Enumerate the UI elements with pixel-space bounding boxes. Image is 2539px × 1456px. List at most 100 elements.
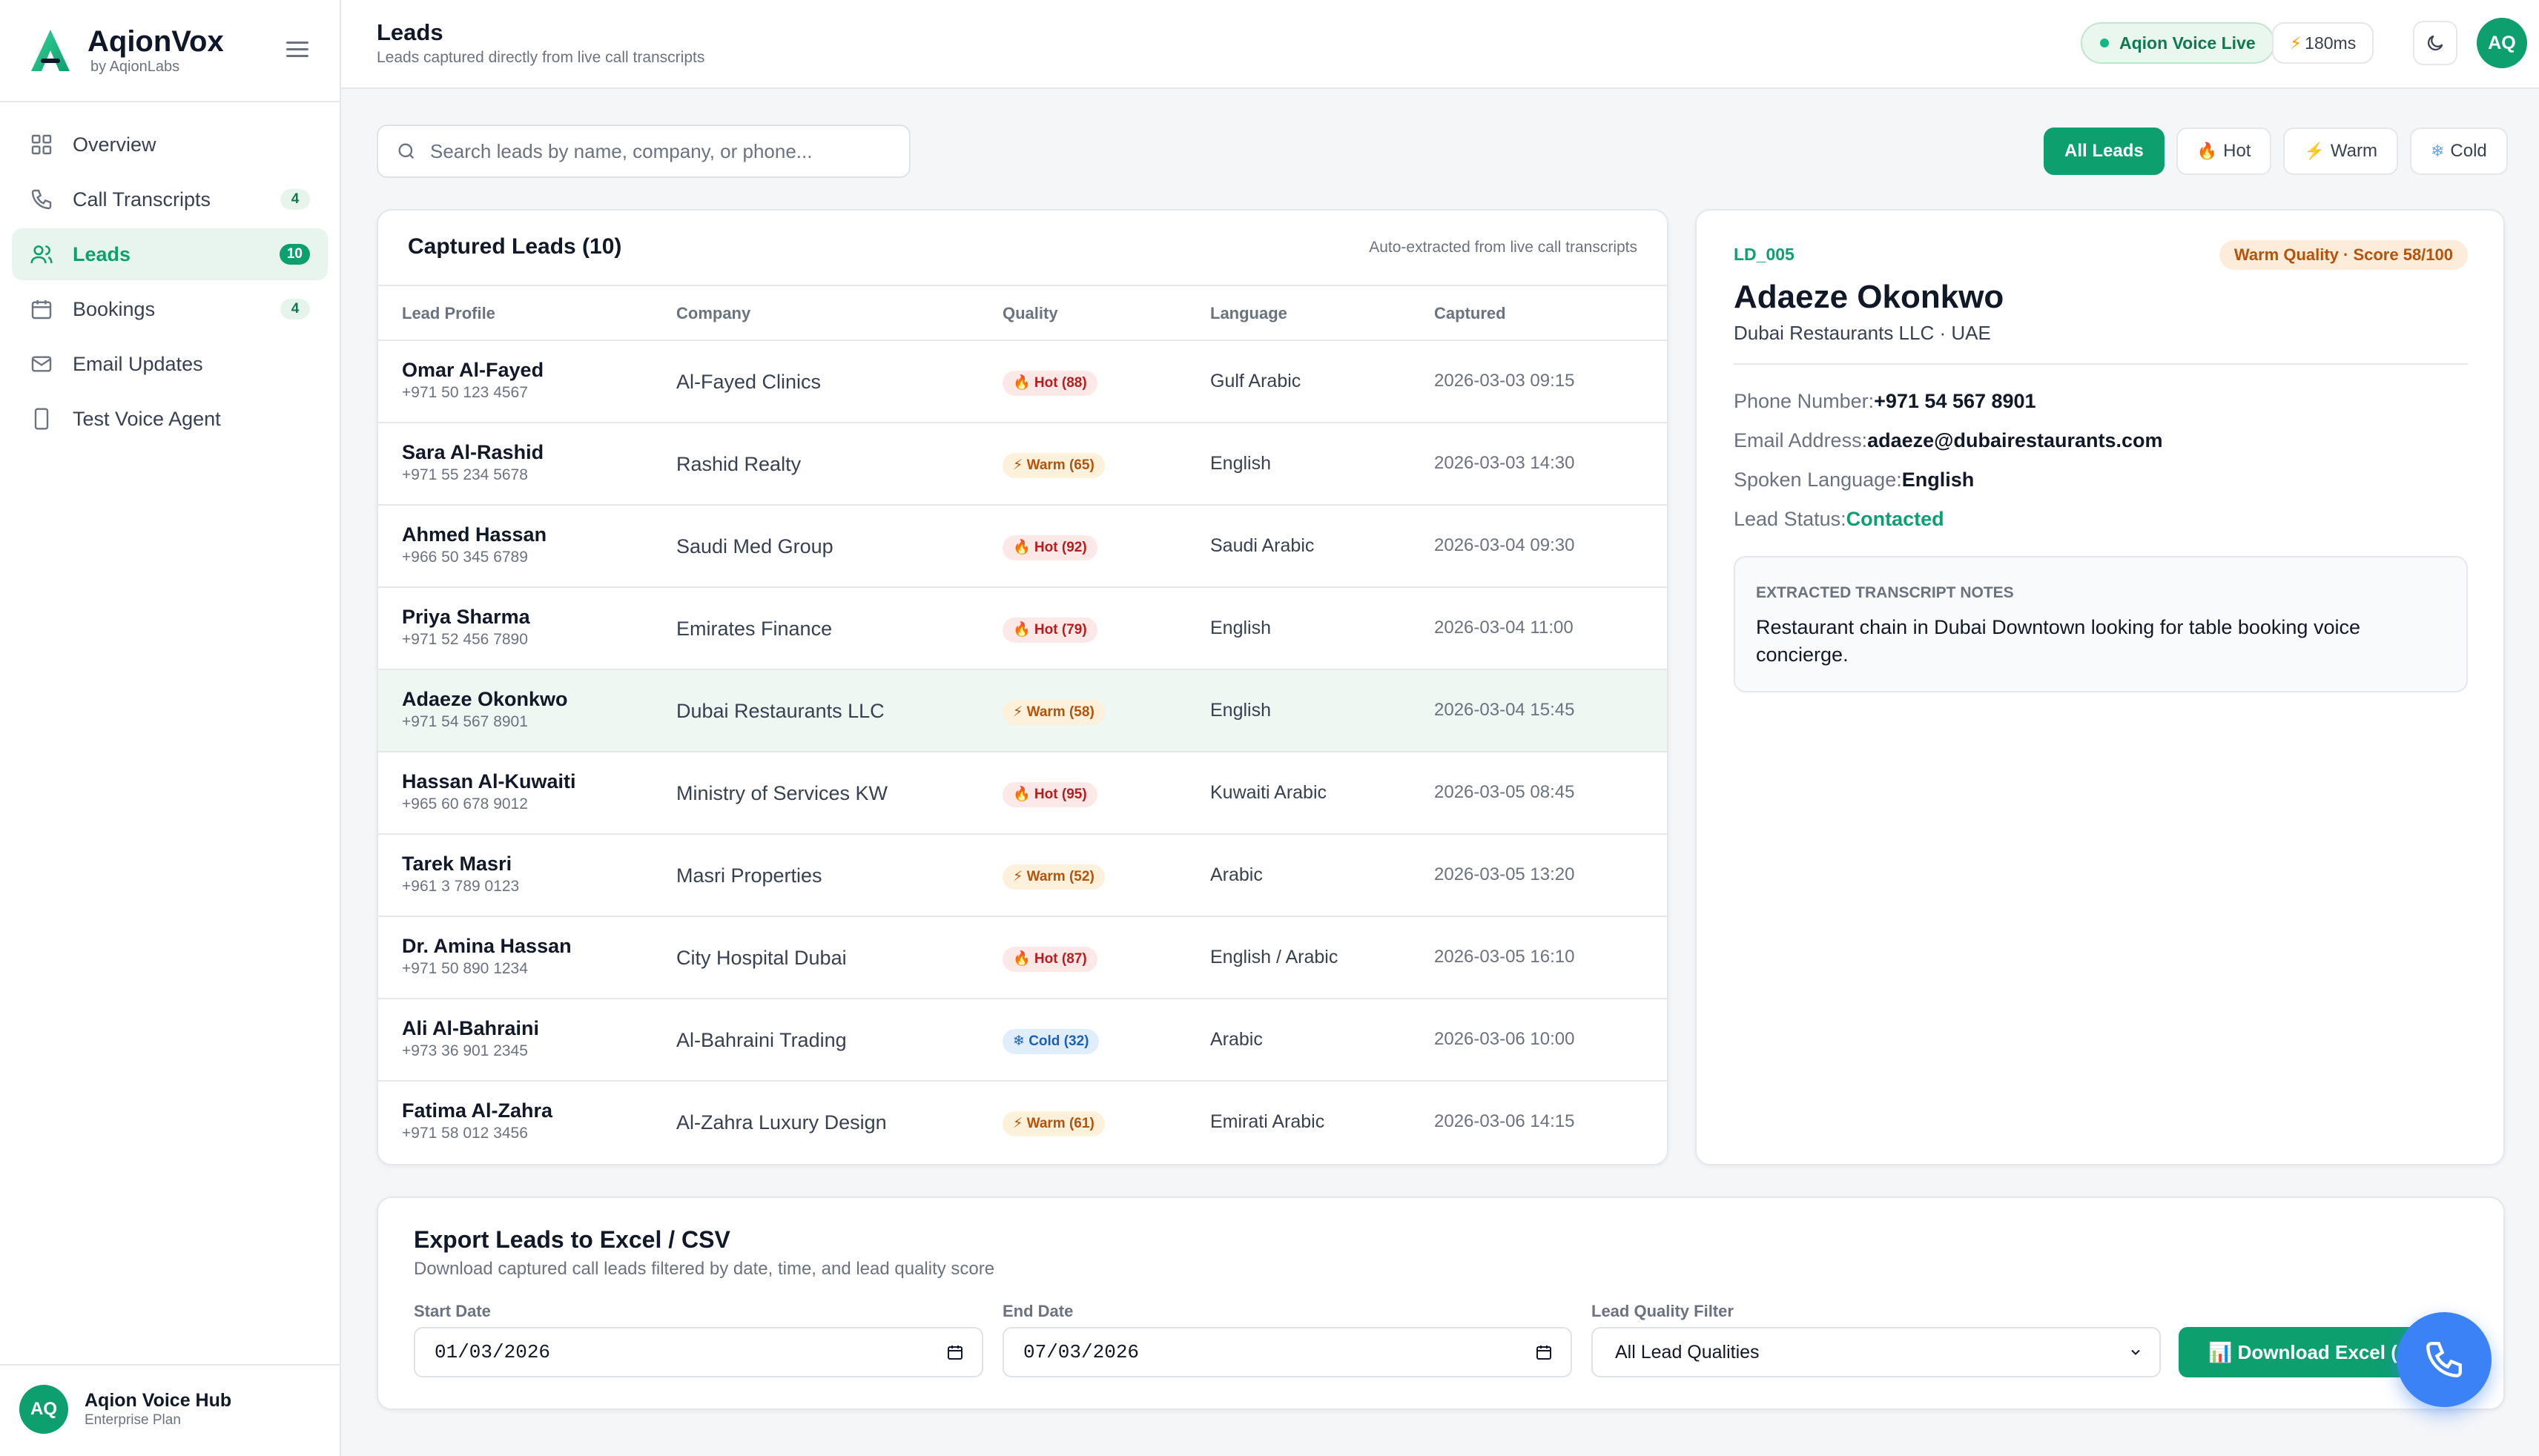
- lead-phone: +971 55 234 5678: [402, 466, 528, 483]
- column-header[interactable]: Language: [1210, 304, 1287, 322]
- column-header[interactable]: Company: [676, 304, 751, 322]
- aqionvox-logo-icon: [31, 30, 70, 71]
- divider: [0, 101, 341, 102]
- start-date-input[interactable]: 01/03/2026: [414, 1327, 983, 1377]
- filter-label: Hot: [2223, 141, 2251, 161]
- sidebar-item-label: Bookings: [73, 297, 156, 320]
- lead-captured-time: 2026-03-06 14:15: [1434, 1111, 1575, 1131]
- lead-name: Ahmed Hassan: [402, 523, 547, 546]
- sidebar-item-overview[interactable]: Overview: [12, 119, 328, 171]
- lead-phone: +971 50 123 4567: [402, 384, 528, 401]
- table-row[interactable]: Hassan Al-Kuwaiti +965 60 678 9012 Minis…: [378, 752, 1667, 835]
- lead-company: Dubai Restaurants LLC: [676, 700, 885, 722]
- latency-value: 180ms: [2305, 33, 2357, 53]
- sidebar-item-test-voice-agent[interactable]: Test Voice Agent: [12, 393, 328, 445]
- table-row[interactable]: Sara Al-Rashid +971 55 234 5678 Rashid R…: [378, 423, 1667, 506]
- lead-captured-time: 2026-03-05 08:45: [1434, 782, 1575, 802]
- account-card[interactable]: AQ Aqion Voice Hub Enterprise Plan: [19, 1385, 231, 1434]
- table-row[interactable]: Ahmed Hassan +966 50 345 6789 Saudi Med …: [378, 506, 1667, 588]
- search-input[interactable]: [430, 139, 905, 163]
- notes-title: EXTRACTED TRANSCRIPT NOTES: [1756, 584, 2014, 601]
- table-row[interactable]: Fatima Al-Zahra +971 58 012 3456 Al-Zahr…: [378, 1082, 1667, 1164]
- table-row[interactable]: Priya Sharma +971 52 456 7890 Emirates F…: [378, 588, 1667, 670]
- filter-warm-button[interactable]: ⚡ Warm: [2283, 128, 2398, 175]
- column-header[interactable]: Lead Profile: [402, 304, 495, 322]
- filter-label: All Leads: [2064, 141, 2144, 161]
- lead-phone: +966 50 345 6789: [402, 549, 528, 566]
- lead-phone: +971 58 012 3456: [402, 1125, 528, 1142]
- language-field: Spoken Language:English: [1734, 469, 1974, 492]
- lead-name: Tarek Masri: [402, 853, 512, 875]
- table-row[interactable]: Ali Al-Bahraini +973 36 901 2345 Al-Bahr…: [378, 999, 1667, 1082]
- start-date-label: Start Date: [414, 1302, 491, 1320]
- count-badge: 4: [280, 299, 310, 320]
- chevron-down-icon: [2131, 1349, 2140, 1355]
- filter-cold-button[interactable]: ❄ Cold: [2409, 128, 2508, 175]
- table-row[interactable]: Tarek Masri +961 3 789 0123 Masri Proper…: [378, 835, 1667, 917]
- hamburger-menu-icon[interactable]: [286, 42, 308, 61]
- field-label: Spoken Language:: [1734, 469, 1902, 491]
- filter-hot-button[interactable]: 🔥 Hot: [2176, 128, 2272, 175]
- phone-field: Phone Number:+971 54 567 8901: [1734, 390, 2036, 413]
- table-header: Lead Profile Company Quality Language Ca…: [378, 285, 1667, 341]
- live-status-badge[interactable]: Aqion Voice Live: [2081, 22, 2275, 64]
- end-date-input[interactable]: 07/03/2026: [1003, 1327, 1572, 1377]
- quality-filter-select[interactable]: All Lead Qualities: [1591, 1327, 2161, 1377]
- lead-company: Rashid Realty: [676, 453, 802, 475]
- calendar-icon[interactable]: [946, 1343, 964, 1361]
- lead-captured-time: 2026-03-03 09:15: [1434, 371, 1575, 391]
- quality-filter-value: All Lead Qualities: [1615, 1342, 1760, 1363]
- lead-name: Omar Al-Fayed: [402, 359, 544, 381]
- sidebar-item-leads[interactable]: Leads 10: [12, 228, 328, 280]
- account-name: Aqion Voice Hub: [85, 1390, 232, 1411]
- lead-name: Adaeze Okonkwo: [402, 688, 568, 710]
- mobile-icon: [34, 408, 49, 430]
- lead-name: Dr. Amina Hassan: [402, 935, 572, 957]
- lead-phone: +973 36 901 2345: [402, 1042, 528, 1059]
- lead-captured-time: 2026-03-04 11:00: [1434, 618, 1574, 638]
- sidebar-item-email-updates[interactable]: Email Updates: [12, 338, 328, 390]
- calendar-icon[interactable]: [1535, 1343, 1553, 1361]
- table-row[interactable]: Dr. Amina Hassan +971 50 890 1234 City H…: [378, 917, 1667, 999]
- theme-toggle-button[interactable]: [2413, 21, 2457, 65]
- sidebar-item-call-transcripts[interactable]: Call Transcripts 4: [12, 173, 328, 225]
- sidebar: AqionVox by AqionLabs Overview Call Tran…: [0, 0, 341, 1456]
- transcript-notes-box: EXTRACTED TRANSCRIPT NOTES Restaurant ch…: [1734, 556, 2468, 692]
- search-box[interactable]: [377, 125, 911, 178]
- quality-badge: ⚡ Warm (58): [1003, 700, 1105, 725]
- table-row-selected[interactable]: Adaeze Okonkwo +971 54 567 8901 Dubai Re…: [378, 670, 1667, 752]
- lead-language: Emirati Arabic: [1210, 1111, 1325, 1132]
- quality-filter-group: All Leads 🔥 Hot ⚡ Warm ❄ Cold: [2032, 128, 2508, 175]
- start-date-value: 01/03/2026: [435, 1341, 551, 1363]
- notes-text: Restaurant chain in Dubai Downtown looki…: [1756, 616, 2360, 666]
- filter-all-leads-button[interactable]: All Leads: [2044, 128, 2165, 175]
- quality-score-badge: Warm Quality · Score 58/100: [2219, 240, 2468, 270]
- sidebar-item-label: Email Updates: [73, 352, 203, 375]
- sidebar-item-bookings[interactable]: Bookings 4: [12, 283, 328, 335]
- page-subtitle: Leads captured directly from live call t…: [377, 49, 705, 66]
- lead-language: Gulf Arabic: [1210, 371, 1301, 391]
- lead-name: Sara Al-Rashid: [402, 441, 544, 463]
- bolt-icon: ⚡: [2290, 33, 2302, 53]
- table-row[interactable]: Omar Al-Fayed +971 50 123 4567 Al-Fayed …: [378, 341, 1667, 423]
- email-value[interactable]: adaeze@dubairestaurants.com: [1867, 429, 2163, 451]
- lead-language: English: [1210, 453, 1271, 474]
- phone-icon: [2426, 1342, 2462, 1377]
- top-header: Leads Leads captured directly from live …: [341, 0, 2539, 89]
- phone-value[interactable]: +971 54 567 8901: [1874, 390, 2036, 412]
- lead-detail-name: Adaeze Okonkwo: [1734, 279, 2004, 315]
- lead-captured-time: 2026-03-05 13:20: [1434, 864, 1575, 884]
- lead-name: Priya Sharma: [402, 606, 530, 628]
- avatar[interactable]: AQ: [2477, 18, 2527, 68]
- divider: [1734, 363, 2468, 365]
- lead-company: Saudi Med Group: [676, 535, 833, 557]
- column-header[interactable]: Quality: [1003, 304, 1058, 322]
- quality-badge: ⚡ Warm (65): [1003, 453, 1105, 478]
- lead-phone: +971 52 456 7890: [402, 631, 528, 648]
- account-plan: Enterprise Plan: [85, 1412, 181, 1428]
- call-fab-button[interactable]: [2397, 1312, 2492, 1407]
- page-title: Leads: [377, 19, 443, 45]
- brand[interactable]: AqionVox by AqionLabs: [30, 25, 224, 76]
- column-header[interactable]: Captured: [1434, 304, 1506, 322]
- lead-name: Fatima Al-Zahra: [402, 1099, 553, 1122]
